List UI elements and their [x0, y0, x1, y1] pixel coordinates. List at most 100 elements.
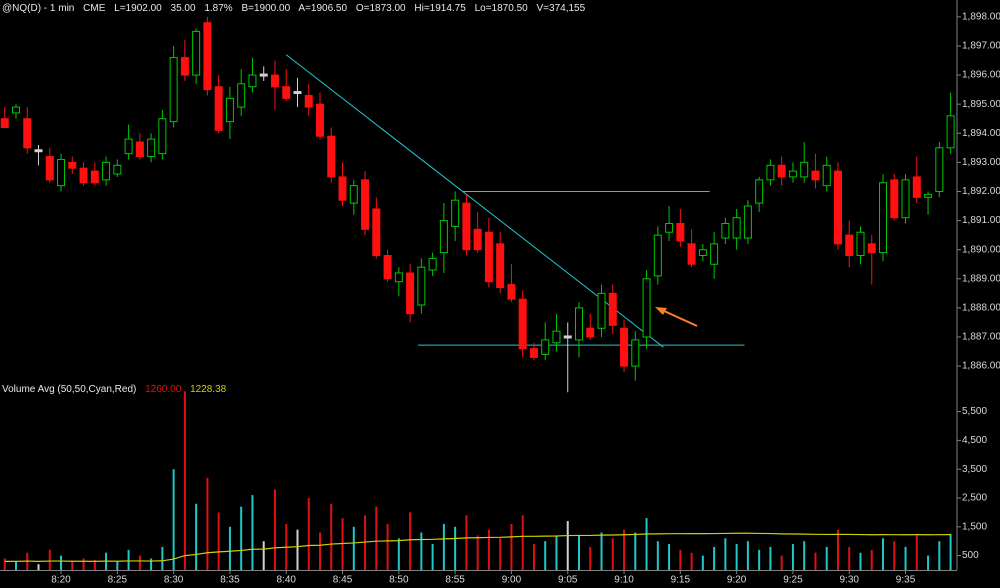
candle-body: [710, 243, 719, 265]
candle-body: [755, 179, 764, 204]
candle: [788, 162, 797, 183]
y-tick-label: 1,898.00: [962, 12, 1000, 23]
candle: [901, 174, 910, 224]
y-tick-label: 1,891.00: [962, 215, 1000, 226]
volume-bar: [319, 532, 322, 570]
candle: [473, 211, 482, 253]
exchange: CME: [83, 3, 106, 14]
candle: [698, 243, 707, 262]
volume-bar: [634, 532, 637, 570]
volume-bar: [93, 559, 96, 570]
candle-body: [192, 30, 201, 76]
candle: [203, 16, 212, 96]
candle-body: [147, 138, 156, 158]
x-tick-label: 8:40: [276, 575, 296, 586]
candle-body: [293, 91, 302, 95]
candle-body: [800, 161, 809, 178]
candle-body: [383, 255, 392, 280]
volume-bar: [71, 561, 74, 570]
volume-bar: [465, 515, 468, 570]
candle: [563, 322, 572, 393]
candle-body: [687, 243, 696, 265]
candle-body: [777, 164, 786, 178]
candle: [935, 142, 944, 198]
volume-bar: [499, 538, 502, 570]
candle: [135, 133, 144, 160]
volume-bar: [262, 541, 265, 570]
candle-body: [338, 176, 347, 201]
candle: [845, 220, 854, 268]
header-field: L=1902.00: [114, 3, 162, 14]
volume-bar: [195, 503, 198, 570]
candle: [833, 162, 842, 250]
volume-bar: [296, 529, 299, 570]
volume-bar: [172, 469, 175, 570]
candle-body: [541, 339, 550, 355]
candle-body: [484, 231, 493, 283]
candle-body: [102, 161, 111, 181]
candle: [34, 144, 43, 166]
candle: [124, 124, 133, 160]
candle-body: [822, 164, 831, 187]
candle: [924, 191, 933, 215]
volume-bar: [623, 529, 626, 570]
x-tick-label: 8:55: [445, 575, 465, 586]
y-tick-label: 1,890.00: [962, 244, 1000, 255]
candle: [451, 191, 460, 241]
volume-bar: [848, 546, 851, 570]
candle: [304, 83, 313, 116]
candle-body: [620, 327, 629, 367]
candle: [349, 179, 358, 215]
candle: [57, 153, 66, 192]
candle-body: [665, 222, 674, 233]
candle-body: [248, 74, 257, 88]
candle-body: [676, 222, 685, 242]
volume-legend: Volume Avg (50,50,Cyan,Red) 1260.00 1228…: [2, 384, 227, 395]
x-tick-label: 8:25: [108, 575, 128, 586]
candle-body: [124, 138, 133, 155]
volume-bar: [161, 546, 164, 570]
candle: [620, 319, 629, 372]
candle-body: [282, 86, 291, 99]
header-field: O=1873.00: [356, 3, 406, 14]
volume-bar: [3, 558, 6, 570]
candle: [113, 159, 122, 177]
candle-body: [406, 272, 415, 315]
volume-bar: [386, 523, 389, 570]
symbol: @NQ(D) - 1 min: [2, 3, 74, 14]
x-tick-label: 8:20: [51, 575, 71, 586]
header-field: B=1900.00: [241, 3, 290, 14]
y-tick-label: 2,500: [962, 493, 987, 504]
candle-body: [113, 164, 122, 175]
volume-bar: [510, 523, 513, 570]
candle-body: [23, 118, 32, 149]
volume-avg-readout: 1228.38: [190, 384, 227, 395]
candle: [293, 77, 302, 108]
candle-body: [496, 243, 505, 289]
candle-body: [586, 327, 595, 338]
volume-bar: [240, 506, 243, 570]
volume-bar: [589, 546, 592, 570]
candle: [45, 147, 54, 183]
volume-bar: [690, 552, 693, 570]
candle: [180, 40, 189, 81]
candle: [462, 194, 471, 256]
volume-bar: [251, 495, 254, 570]
volume-bar: [645, 518, 648, 570]
volume-bar: [138, 555, 141, 570]
volume-bar: [870, 549, 873, 570]
candle-body: [0, 118, 9, 128]
volume-bar: [60, 555, 63, 570]
y-tick-label: 4,500: [962, 435, 987, 446]
volume-bar: [758, 549, 761, 570]
volume-bar: [882, 538, 885, 570]
candle-body: [428, 257, 437, 271]
candle: [394, 267, 403, 297]
y-tick-label: 1,888.00: [962, 303, 1000, 314]
volume-bar: [397, 538, 400, 570]
x-tick-label: 8:45: [333, 575, 353, 586]
annotation-arrow: [655, 307, 698, 327]
x-tick-label: 9:20: [727, 575, 747, 586]
candle: [237, 69, 246, 116]
candle: [800, 142, 809, 183]
